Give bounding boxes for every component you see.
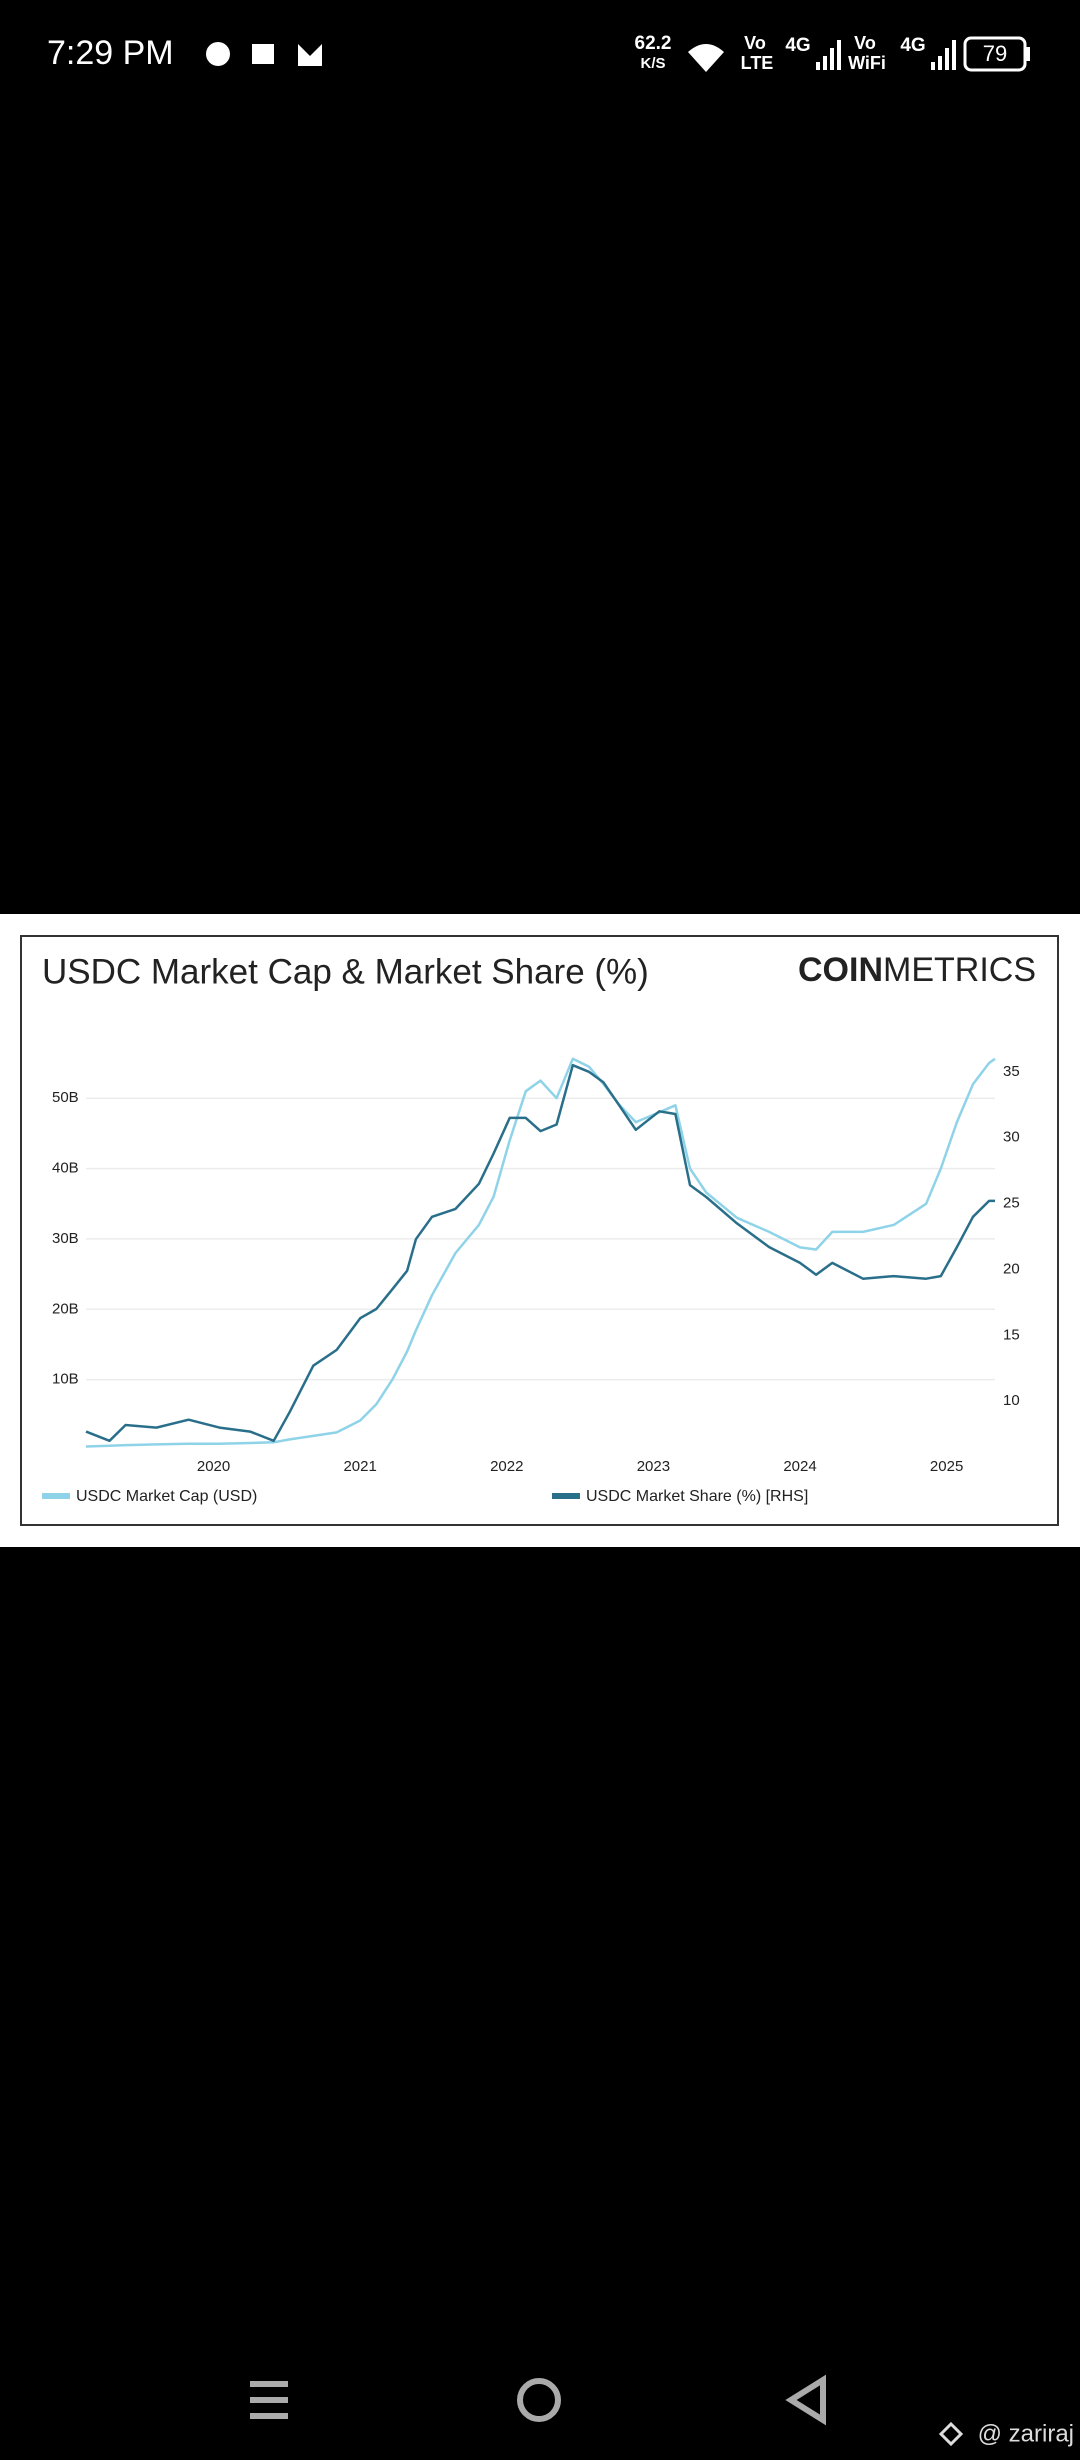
y-tick-label: 10B	[52, 1371, 79, 1388]
wifi-label: WiFi	[848, 53, 886, 73]
mail-icon	[298, 44, 322, 66]
signal-bar	[945, 48, 949, 70]
menu-button[interactable]	[250, 2381, 288, 2419]
back-button[interactable]	[785, 2374, 826, 2426]
legend-label: USDC Market Cap (USD)	[76, 1488, 257, 1505]
net-speed-unit: K/S	[640, 55, 665, 72]
y-tick-label: 40B	[52, 1160, 79, 1177]
y-tick-label: 30B	[52, 1230, 79, 1247]
logo: COINMETRICS	[798, 951, 1036, 989]
x-tick-label: 2024	[783, 1458, 816, 1475]
vo-label: Vo	[744, 33, 766, 53]
signal-bar	[938, 56, 942, 70]
watermark-icon	[938, 2421, 964, 2447]
nav-bar	[250, 2374, 826, 2426]
y2-tick-label: 25	[1003, 1195, 1020, 1212]
x-tick-label: 2023	[637, 1458, 670, 1475]
y2-tick-label: 35	[1003, 1063, 1020, 1080]
y2-tick-label: 15	[1003, 1326, 1020, 1343]
x-tick-label: 2025	[930, 1458, 963, 1475]
wifi-icon	[688, 44, 724, 72]
x-tick-label: 2022	[490, 1458, 523, 1475]
network-type: 4G	[785, 35, 810, 56]
chat-icon	[206, 42, 230, 66]
battery-level: 79	[983, 41, 1007, 66]
legend-swatch	[42, 1493, 70, 1499]
signal-bar	[837, 40, 841, 70]
signal-bar	[816, 62, 820, 70]
x-tick-label: 2021	[343, 1458, 376, 1475]
signal-bar	[823, 56, 827, 70]
series-line	[85, 1057, 996, 1448]
signal-bar	[830, 48, 834, 70]
battery-outline	[963, 36, 1027, 72]
network-type: 4G	[900, 35, 925, 56]
series-line	[85, 1063, 995, 1443]
battery-tip	[1026, 47, 1030, 61]
legend-swatch	[552, 1493, 580, 1499]
vo-label: Vo	[854, 33, 876, 53]
status-icons	[206, 40, 956, 72]
x-tick-label: 2020	[197, 1458, 230, 1475]
watermark: @ zariraj	[978, 2420, 1074, 2447]
logo-bold: COIN	[798, 951, 883, 989]
chart-frame	[20, 935, 1059, 1526]
y2-tick-label: 20	[1003, 1260, 1020, 1277]
y-tick-label: 20B	[52, 1300, 79, 1317]
signal-bar	[952, 40, 956, 70]
legend-label: USDC Market Share (%) [RHS]	[586, 1488, 808, 1505]
y-tick-label: 50B	[52, 1089, 79, 1106]
home-button[interactable]	[517, 2378, 561, 2422]
app-icon	[252, 44, 274, 64]
time: 7:29 PM	[47, 34, 174, 72]
net-speed: 62.2	[635, 33, 672, 54]
logo-light: METRICS	[883, 951, 1036, 989]
chart-title: USDC Market Cap & Market Share (%)	[42, 952, 649, 991]
lte-label: LTE	[741, 53, 774, 73]
y2-tick-label: 30	[1003, 1129, 1020, 1146]
signal-bar	[931, 62, 935, 70]
y2-tick-label: 10	[1003, 1392, 1020, 1409]
